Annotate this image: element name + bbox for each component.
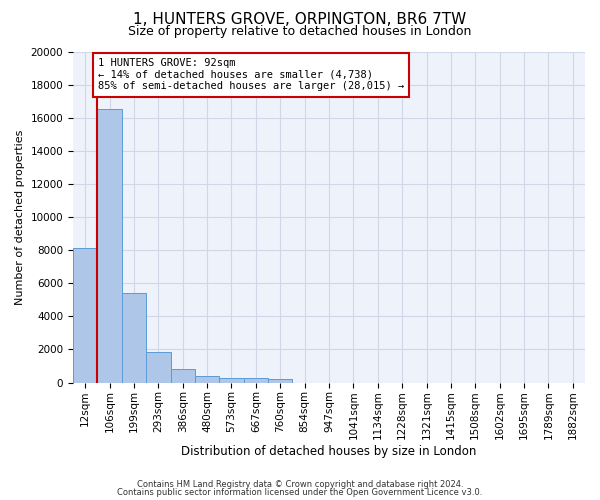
Bar — [146, 352, 170, 382]
Bar — [170, 370, 195, 382]
Bar — [268, 379, 292, 382]
X-axis label: Distribution of detached houses by size in London: Distribution of detached houses by size … — [181, 444, 477, 458]
Bar — [97, 110, 122, 382]
Bar — [195, 376, 220, 382]
Text: Contains public sector information licensed under the Open Government Licence v3: Contains public sector information licen… — [118, 488, 482, 497]
Y-axis label: Number of detached properties: Number of detached properties — [15, 130, 25, 304]
Text: 1 HUNTERS GROVE: 92sqm
← 14% of detached houses are smaller (4,738)
85% of semi-: 1 HUNTERS GROVE: 92sqm ← 14% of detached… — [98, 58, 404, 92]
Text: Size of property relative to detached houses in London: Size of property relative to detached ho… — [128, 25, 472, 38]
Text: 1, HUNTERS GROVE, ORPINGTON, BR6 7TW: 1, HUNTERS GROVE, ORPINGTON, BR6 7TW — [133, 12, 467, 28]
Bar — [122, 293, 146, 382]
Bar — [220, 378, 244, 382]
Text: Contains HM Land Registry data © Crown copyright and database right 2024.: Contains HM Land Registry data © Crown c… — [137, 480, 463, 489]
Bar — [244, 378, 268, 382]
Bar — [73, 248, 97, 382]
